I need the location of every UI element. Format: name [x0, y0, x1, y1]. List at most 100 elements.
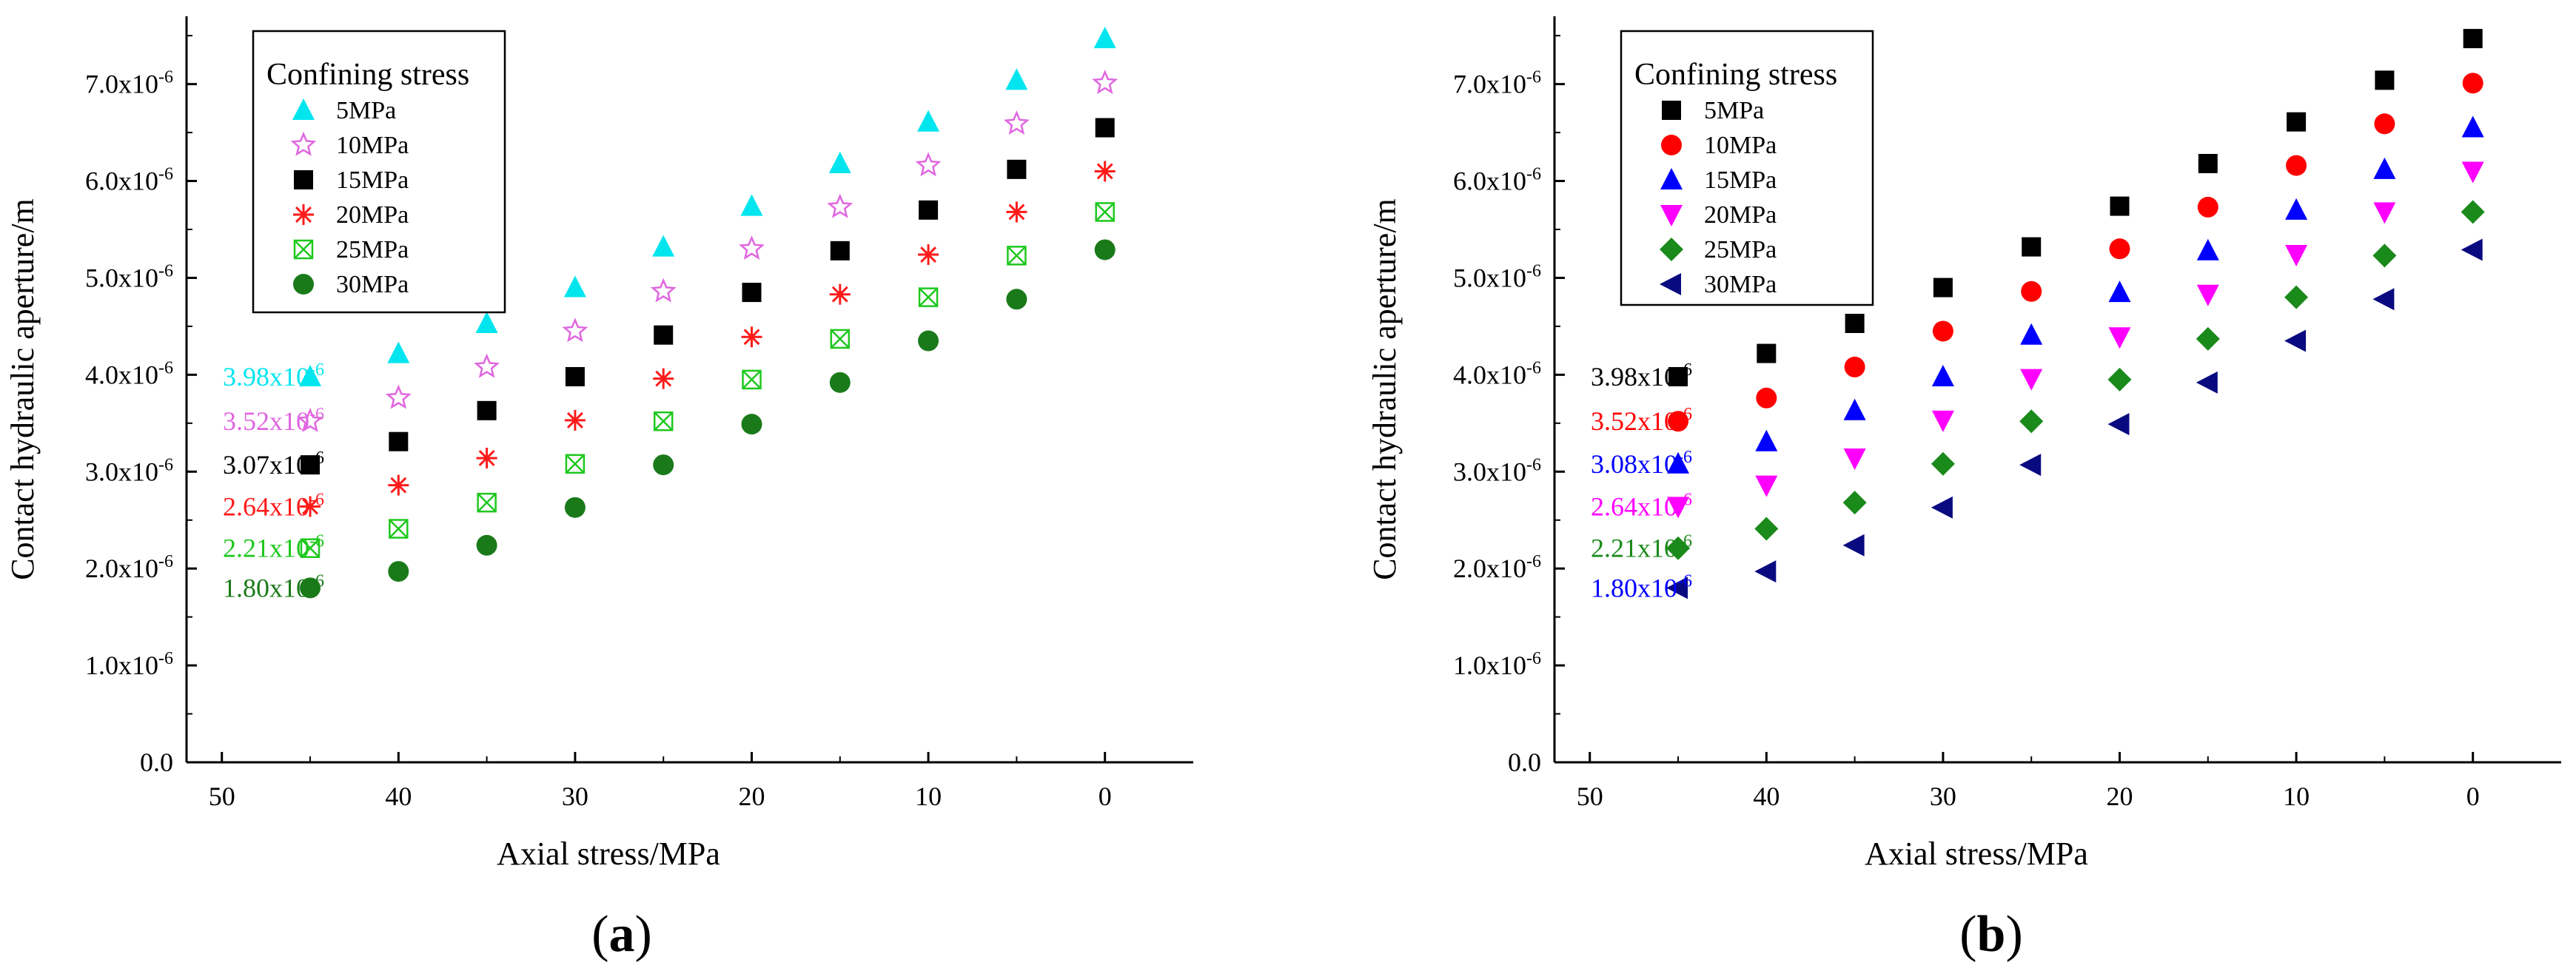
data-point [2197, 196, 2218, 218]
y-tick-label: 7.0x10-6 [1453, 68, 1541, 99]
y-tick-label: 5.0x10-6 [1453, 261, 1541, 292]
value-annotation: 1.80x10-6 [1591, 571, 1692, 602]
data-point [2020, 323, 2043, 345]
legend-marker [293, 239, 314, 260]
data-point [2198, 153, 2218, 173]
data-point [2108, 327, 2131, 349]
data-point [1755, 475, 1778, 497]
data-point [1668, 366, 1688, 386]
legend-label: 5MPa [336, 97, 396, 124]
legend-label: 5MPa [1704, 97, 1764, 124]
data-point [2196, 284, 2219, 306]
data-point [1931, 364, 1954, 386]
data-point [829, 372, 851, 393]
data-point [918, 244, 939, 266]
value-annotation: 3.98x10-6 [223, 360, 324, 392]
data-point [1756, 387, 1777, 409]
data-point [650, 278, 677, 303]
y-tick-label: 1.0x10-6 [1453, 649, 1541, 680]
value-annotation: 3.52x10-6 [223, 405, 324, 436]
legend-marker [1662, 101, 1681, 120]
series-15MPa [1667, 115, 2484, 474]
data-point [474, 353, 500, 378]
data-point [2021, 280, 2042, 302]
x-tick-label: 50 [209, 782, 235, 811]
data-point [2372, 288, 2395, 311]
data-point [300, 496, 321, 517]
data-point [653, 411, 674, 431]
data-point [388, 474, 409, 496]
data-point [1754, 560, 1777, 583]
legend-label: 15MPa [1704, 167, 1777, 194]
data-point [2107, 413, 2130, 436]
data-point [476, 534, 497, 556]
y-axis-title: Contact hydraulic aperture/m [4, 198, 41, 580]
series-5MPa [1668, 29, 2483, 386]
data-point [2019, 454, 2042, 477]
data-point [299, 364, 322, 386]
data-point [388, 561, 409, 582]
series-25MPa [300, 202, 1115, 558]
data-point [300, 577, 321, 599]
data-point [2463, 29, 2483, 49]
data-point [2196, 238, 2219, 261]
data-point [565, 366, 585, 386]
data-point [2108, 280, 2131, 303]
series-10MPa [297, 70, 1118, 432]
data-point [2020, 369, 2043, 391]
data-point [1843, 398, 1866, 420]
data-point [475, 311, 498, 333]
value-annotation: 2.21x10-6 [223, 532, 324, 563]
data-point [389, 519, 409, 539]
legend-marker [292, 98, 315, 120]
data-point [740, 194, 763, 216]
data-point [2285, 245, 2308, 267]
x-tick-label: 50 [1577, 782, 1603, 811]
data-point [829, 283, 851, 305]
data-point [741, 414, 762, 435]
legend-marker [1660, 205, 1683, 226]
data-point [301, 455, 321, 475]
data-point [2461, 161, 2484, 184]
data-point [1095, 118, 1115, 138]
legend-marker [294, 170, 313, 189]
data-point [1093, 27, 1116, 49]
data-point [1667, 451, 1690, 474]
data-point [1757, 343, 1777, 363]
data-point [387, 341, 410, 363]
chart-panel-b: 0.0 1.0x10-6 2.0x10-6 3.0x10-6 4.0x10-6 5.0x1… [1366, 16, 2561, 963]
value-annotation: 3.07x10-6 [223, 448, 324, 480]
y-tick-label: 0.0 [1508, 747, 1541, 777]
y-tick-label: 4.0x10-6 [1453, 358, 1541, 389]
data-point [918, 287, 939, 307]
legend-box [1620, 30, 1874, 306]
data-point [742, 369, 762, 390]
data-point [827, 193, 853, 218]
value-annotation: 3.98x10-6 [1591, 360, 1692, 392]
series-30MPa [1666, 238, 2483, 599]
legend-label: 15MPa [336, 167, 409, 194]
legend-label: 20MPa [336, 201, 409, 229]
legend-label: 30MPa [1704, 271, 1777, 298]
panel-label: (a) [591, 906, 652, 963]
value-annotation: 2.64x10-6 [223, 490, 324, 521]
legend-title: Confining stress [1634, 58, 1837, 92]
series-10MPa [1668, 73, 2483, 432]
data-point [1842, 491, 1867, 515]
data-point [2375, 70, 2395, 90]
data-point [2110, 196, 2130, 216]
data-point [300, 538, 321, 558]
data-point [2284, 285, 2309, 309]
data-point [653, 454, 674, 476]
data-point [2284, 329, 2307, 352]
data-point [918, 330, 939, 352]
value-annotation: 3.08x10-6 [1591, 448, 1692, 479]
data-point [1006, 201, 1027, 223]
legend: Confining stress 5MPa 10MPa 15MPa 20MPa 25MPa… [1620, 30, 1874, 306]
x-tick-label: 20 [739, 782, 765, 811]
data-point [1755, 429, 1778, 451]
data-point [1666, 536, 1691, 560]
x-axis-title: Axial stress/MPa [1865, 836, 2088, 872]
data-point [297, 407, 323, 432]
y-axis-title: Contact hydraulic aperture/m [1366, 198, 1403, 580]
